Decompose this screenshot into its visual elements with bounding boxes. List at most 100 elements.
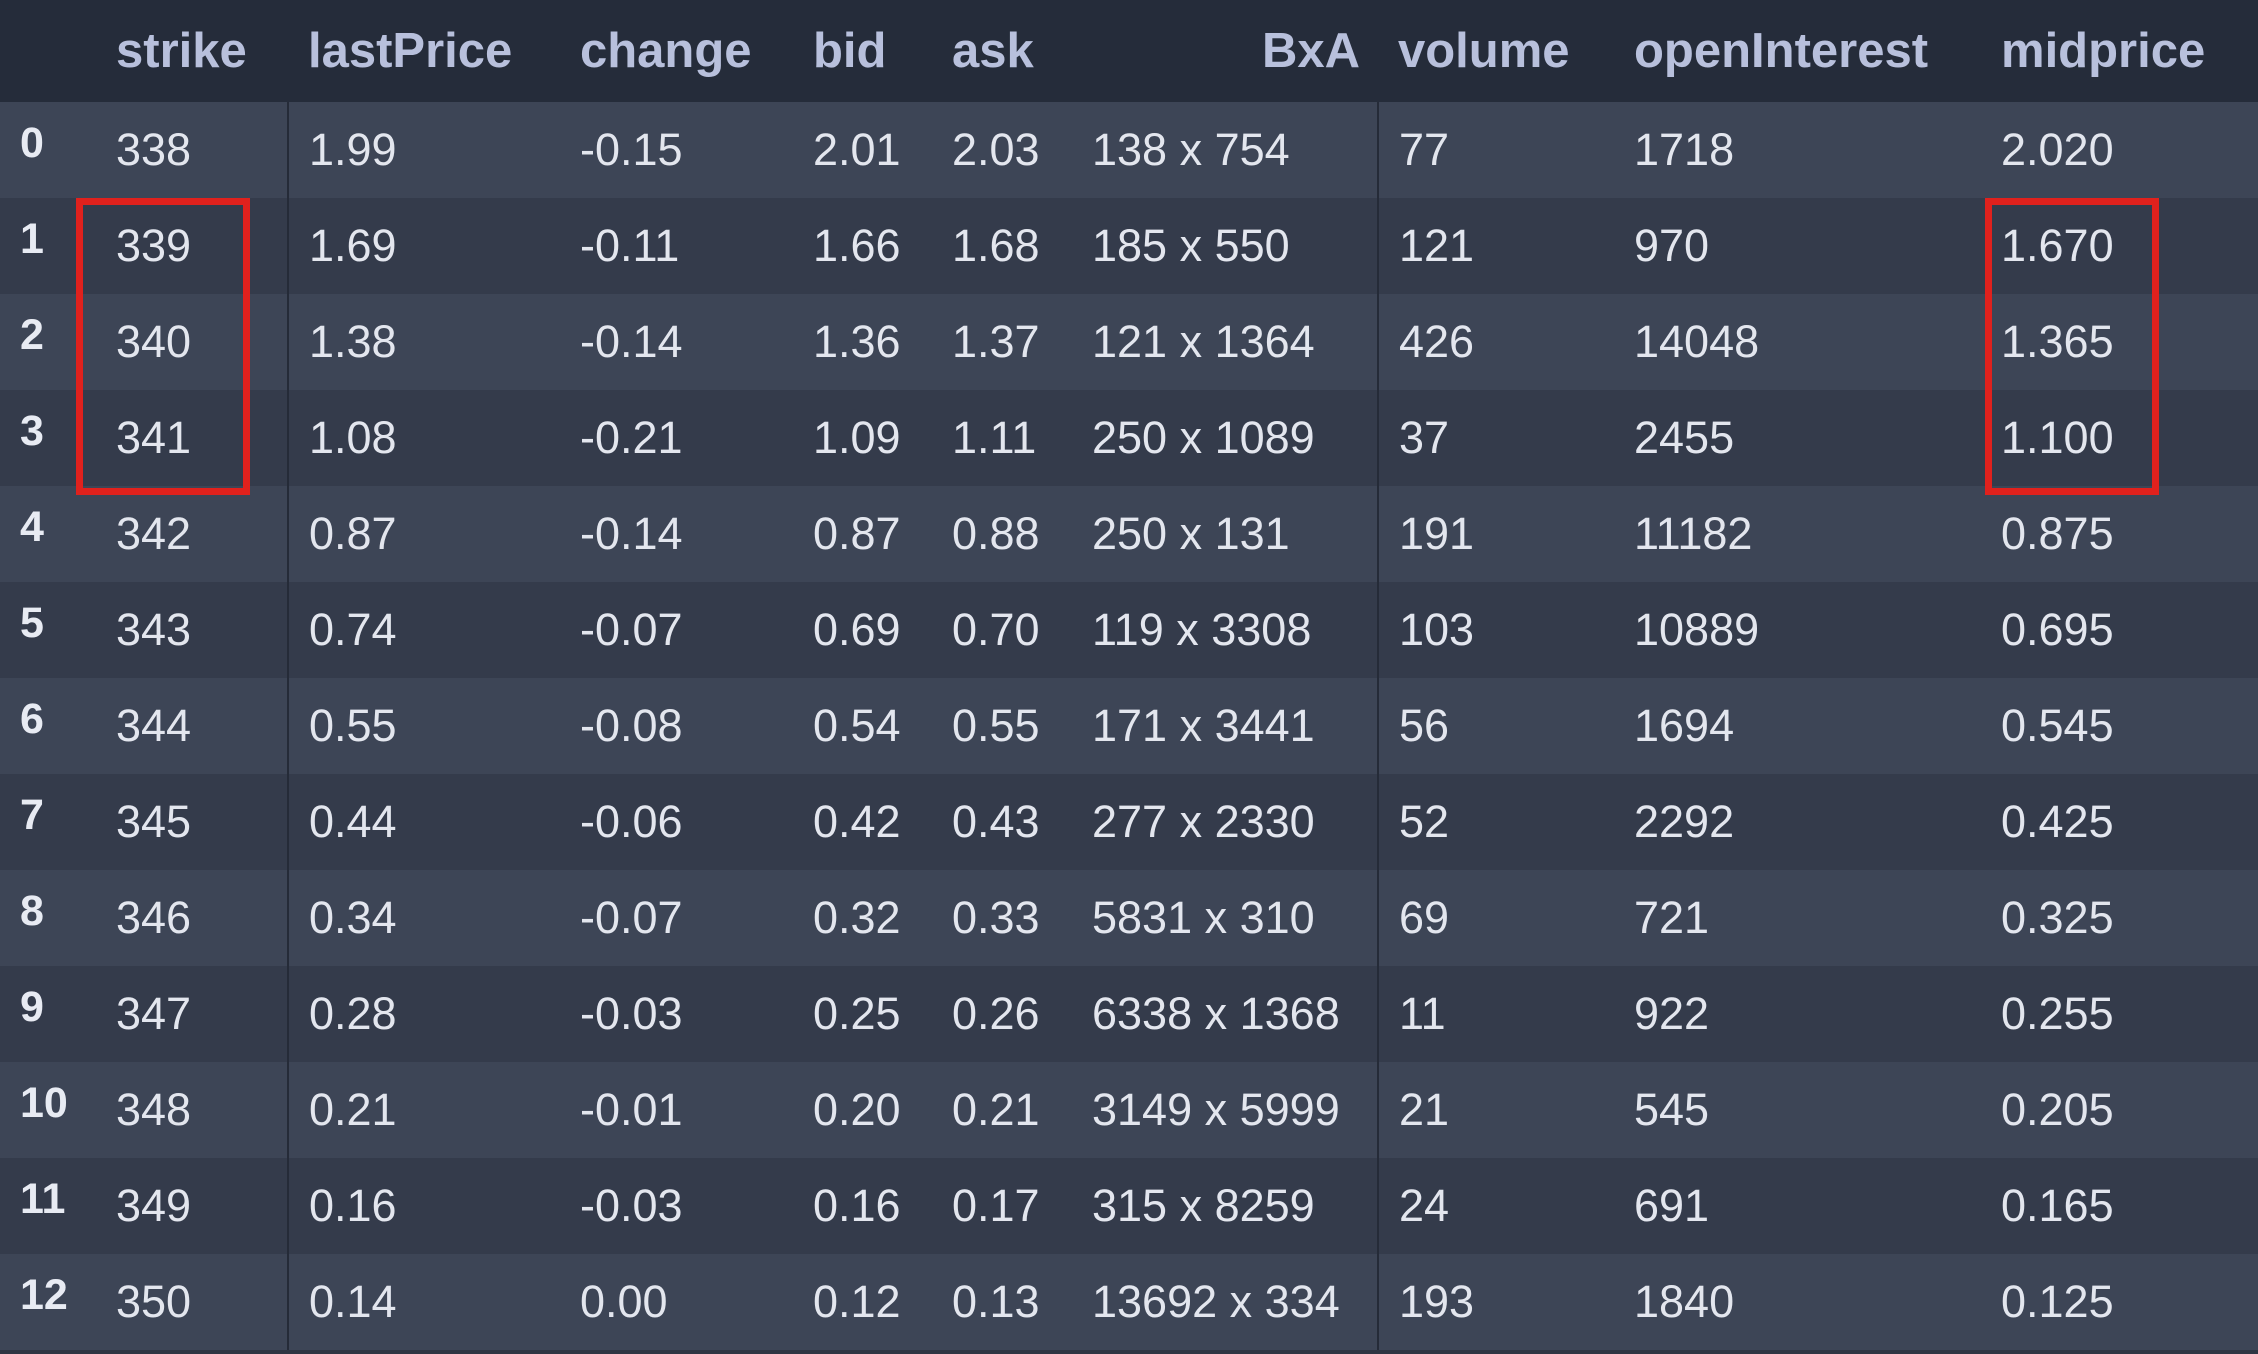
cell-change: -0.11 bbox=[580, 220, 680, 271]
header-midprice: midprice bbox=[2001, 24, 2206, 78]
header-bid: bid bbox=[813, 24, 887, 78]
cell-midprice: 0.875 bbox=[2001, 508, 2114, 559]
header-bxa: BxA bbox=[1261, 24, 1360, 78]
cell-change: -0.15 bbox=[580, 124, 683, 175]
cell-lastprice: 0.28 bbox=[287, 966, 560, 1062]
cell-bxa: 250 x 131 bbox=[1092, 508, 1290, 559]
cell-bxa: 315 x 8259 bbox=[1092, 1180, 1315, 1231]
cell-bid: 0.12 bbox=[813, 1276, 901, 1327]
cell-bxa: 138 x 754 bbox=[1092, 124, 1290, 175]
cell-volume: 52 bbox=[1377, 774, 1614, 870]
table-row: 3 341 1.08 -0.21 1.09 1.11 250 x 1089 37 2455 1.1… bbox=[0, 390, 2258, 486]
cell-bid: 0.32 bbox=[813, 892, 901, 943]
cell-bxa: 185 x 550 bbox=[1092, 220, 1290, 271]
cell-bid: 1.36 bbox=[813, 316, 901, 367]
cell-change: -0.01 bbox=[580, 1084, 683, 1135]
cell-midprice: 0.205 bbox=[2001, 1084, 2114, 1135]
cell-lastprice: 0.44 bbox=[287, 774, 560, 870]
cell-bxa: 250 x 1089 bbox=[1092, 412, 1315, 463]
cell-strike: 340 bbox=[116, 316, 192, 367]
header-lastprice: lastPrice bbox=[308, 24, 513, 78]
cell-midprice: 1.670 bbox=[2001, 220, 2114, 271]
cell-midprice: 1.100 bbox=[2001, 412, 2114, 463]
cell-bxa: 6338 x 1368 bbox=[1092, 988, 1340, 1039]
cell-ask: 1.37 bbox=[952, 316, 1040, 367]
row-index: 7 bbox=[20, 790, 44, 839]
cell-lastprice: 0.87 bbox=[287, 486, 560, 582]
cell-openinterest: 922 bbox=[1634, 988, 1710, 1039]
cell-volume: 11 bbox=[1377, 966, 1614, 1062]
row-index: 11 bbox=[20, 1174, 66, 1223]
row-index: 6 bbox=[20, 694, 44, 743]
cell-openinterest: 2455 bbox=[1634, 412, 1735, 463]
cell-bxa: 171 x 3441 bbox=[1092, 700, 1315, 751]
table-row: 7 345 0.44 -0.06 0.42 0.43 277 x 2330 52 2292 0.4… bbox=[0, 774, 2258, 870]
cell-midprice: 0.125 bbox=[2001, 1276, 2114, 1327]
table-row: 12 350 0.14 0.00 0.12 0.13 13692 x 334 193 1840 0… bbox=[0, 1254, 2258, 1350]
row-index: 4 bbox=[20, 502, 44, 551]
cell-ask: 0.21 bbox=[952, 1084, 1040, 1135]
row-index: 5 bbox=[20, 598, 44, 647]
cell-bid: 0.54 bbox=[813, 700, 901, 751]
cell-openinterest: 10889 bbox=[1634, 604, 1760, 655]
cell-lastprice: 0.34 bbox=[287, 870, 560, 966]
cell-midprice: 1.365 bbox=[2001, 316, 2114, 367]
cell-ask: 0.55 bbox=[952, 700, 1040, 751]
cell-change: 0.00 bbox=[580, 1276, 668, 1327]
cell-strike: 342 bbox=[116, 508, 192, 559]
header-ask: ask bbox=[952, 24, 1034, 78]
cell-ask: 1.11 bbox=[952, 412, 1037, 463]
table-header: strike lastPrice change bid ask BxA volu… bbox=[0, 0, 2258, 102]
cell-midprice: 0.545 bbox=[2001, 700, 2114, 751]
cell-bid: 2.01 bbox=[813, 124, 901, 175]
cell-change: -0.14 bbox=[580, 316, 683, 367]
cell-midprice: 0.695 bbox=[2001, 604, 2114, 655]
cell-volume: 21 bbox=[1377, 1062, 1614, 1158]
table-row: 10 348 0.21 -0.01 0.20 0.21 3149 x 5999 21 545 0.… bbox=[0, 1062, 2258, 1158]
row-index: 8 bbox=[20, 886, 44, 935]
cell-strike: 350 bbox=[116, 1276, 192, 1327]
header-change: change bbox=[580, 24, 752, 78]
cell-midprice: 2.020 bbox=[2001, 124, 2114, 175]
cell-bid: 0.16 bbox=[813, 1180, 901, 1231]
cell-openinterest: 691 bbox=[1634, 1180, 1710, 1231]
cell-change: -0.21 bbox=[580, 412, 683, 463]
table-row: 5 343 0.74 -0.07 0.69 0.70 119 x 3308 103 10889 0… bbox=[0, 582, 2258, 678]
cell-change: -0.06 bbox=[580, 796, 683, 847]
cell-lastprice: 1.38 bbox=[287, 294, 560, 390]
cell-strike: 341 bbox=[116, 412, 192, 463]
cell-openinterest: 1694 bbox=[1634, 700, 1735, 751]
cell-midprice: 0.165 bbox=[2001, 1180, 2114, 1231]
header-openinterest: openInterest bbox=[1634, 24, 1929, 78]
cell-openinterest: 1718 bbox=[1634, 124, 1735, 175]
table-row: 9 347 0.28 -0.03 0.25 0.26 6338 x 1368 11 922 0.2… bbox=[0, 966, 2258, 1062]
cell-lastprice: 0.16 bbox=[287, 1158, 560, 1254]
cell-strike: 348 bbox=[116, 1084, 192, 1135]
cell-bid: 1.66 bbox=[813, 220, 901, 271]
header-row: strike lastPrice change bid ask BxA volu… bbox=[0, 0, 2258, 102]
cell-ask: 0.33 bbox=[952, 892, 1040, 943]
header-strike: strike bbox=[116, 24, 247, 78]
cell-lastprice: 1.08 bbox=[287, 390, 560, 486]
cell-midprice: 0.255 bbox=[2001, 988, 2114, 1039]
cell-openinterest: 14048 bbox=[1634, 316, 1760, 367]
table-row: 6 344 0.55 -0.08 0.54 0.55 171 x 3441 56 1694 0.5… bbox=[0, 678, 2258, 774]
cell-strike: 349 bbox=[116, 1180, 192, 1231]
table-row: 0 338 1.99 -0.15 2.01 2.03 138 x 754 77 1718 2.02… bbox=[0, 102, 2258, 198]
table-row: 2 340 1.38 -0.14 1.36 1.37 121 x 1364 426 14048 1… bbox=[0, 294, 2258, 390]
cell-volume: 37 bbox=[1377, 390, 1614, 486]
cell-lastprice: 0.21 bbox=[287, 1062, 560, 1158]
table-row: 11 349 0.16 -0.03 0.16 0.17 315 x 8259 24 691 0.1… bbox=[0, 1158, 2258, 1254]
row-index: 10 bbox=[20, 1078, 68, 1127]
cell-ask: 0.26 bbox=[952, 988, 1040, 1039]
table-body: 0 338 1.99 -0.15 2.01 2.03 138 x 754 77 1718 2.02… bbox=[0, 102, 2258, 1350]
cell-bxa: 3149 x 5999 bbox=[1092, 1084, 1340, 1135]
cell-volume: 77 bbox=[1377, 102, 1614, 198]
row-index: 0 bbox=[20, 118, 44, 167]
cell-strike: 339 bbox=[116, 220, 192, 271]
cell-midprice: 0.425 bbox=[2001, 796, 2114, 847]
cell-lastprice: 1.99 bbox=[287, 102, 560, 198]
cell-strike: 346 bbox=[116, 892, 192, 943]
cell-change: -0.08 bbox=[580, 700, 683, 751]
